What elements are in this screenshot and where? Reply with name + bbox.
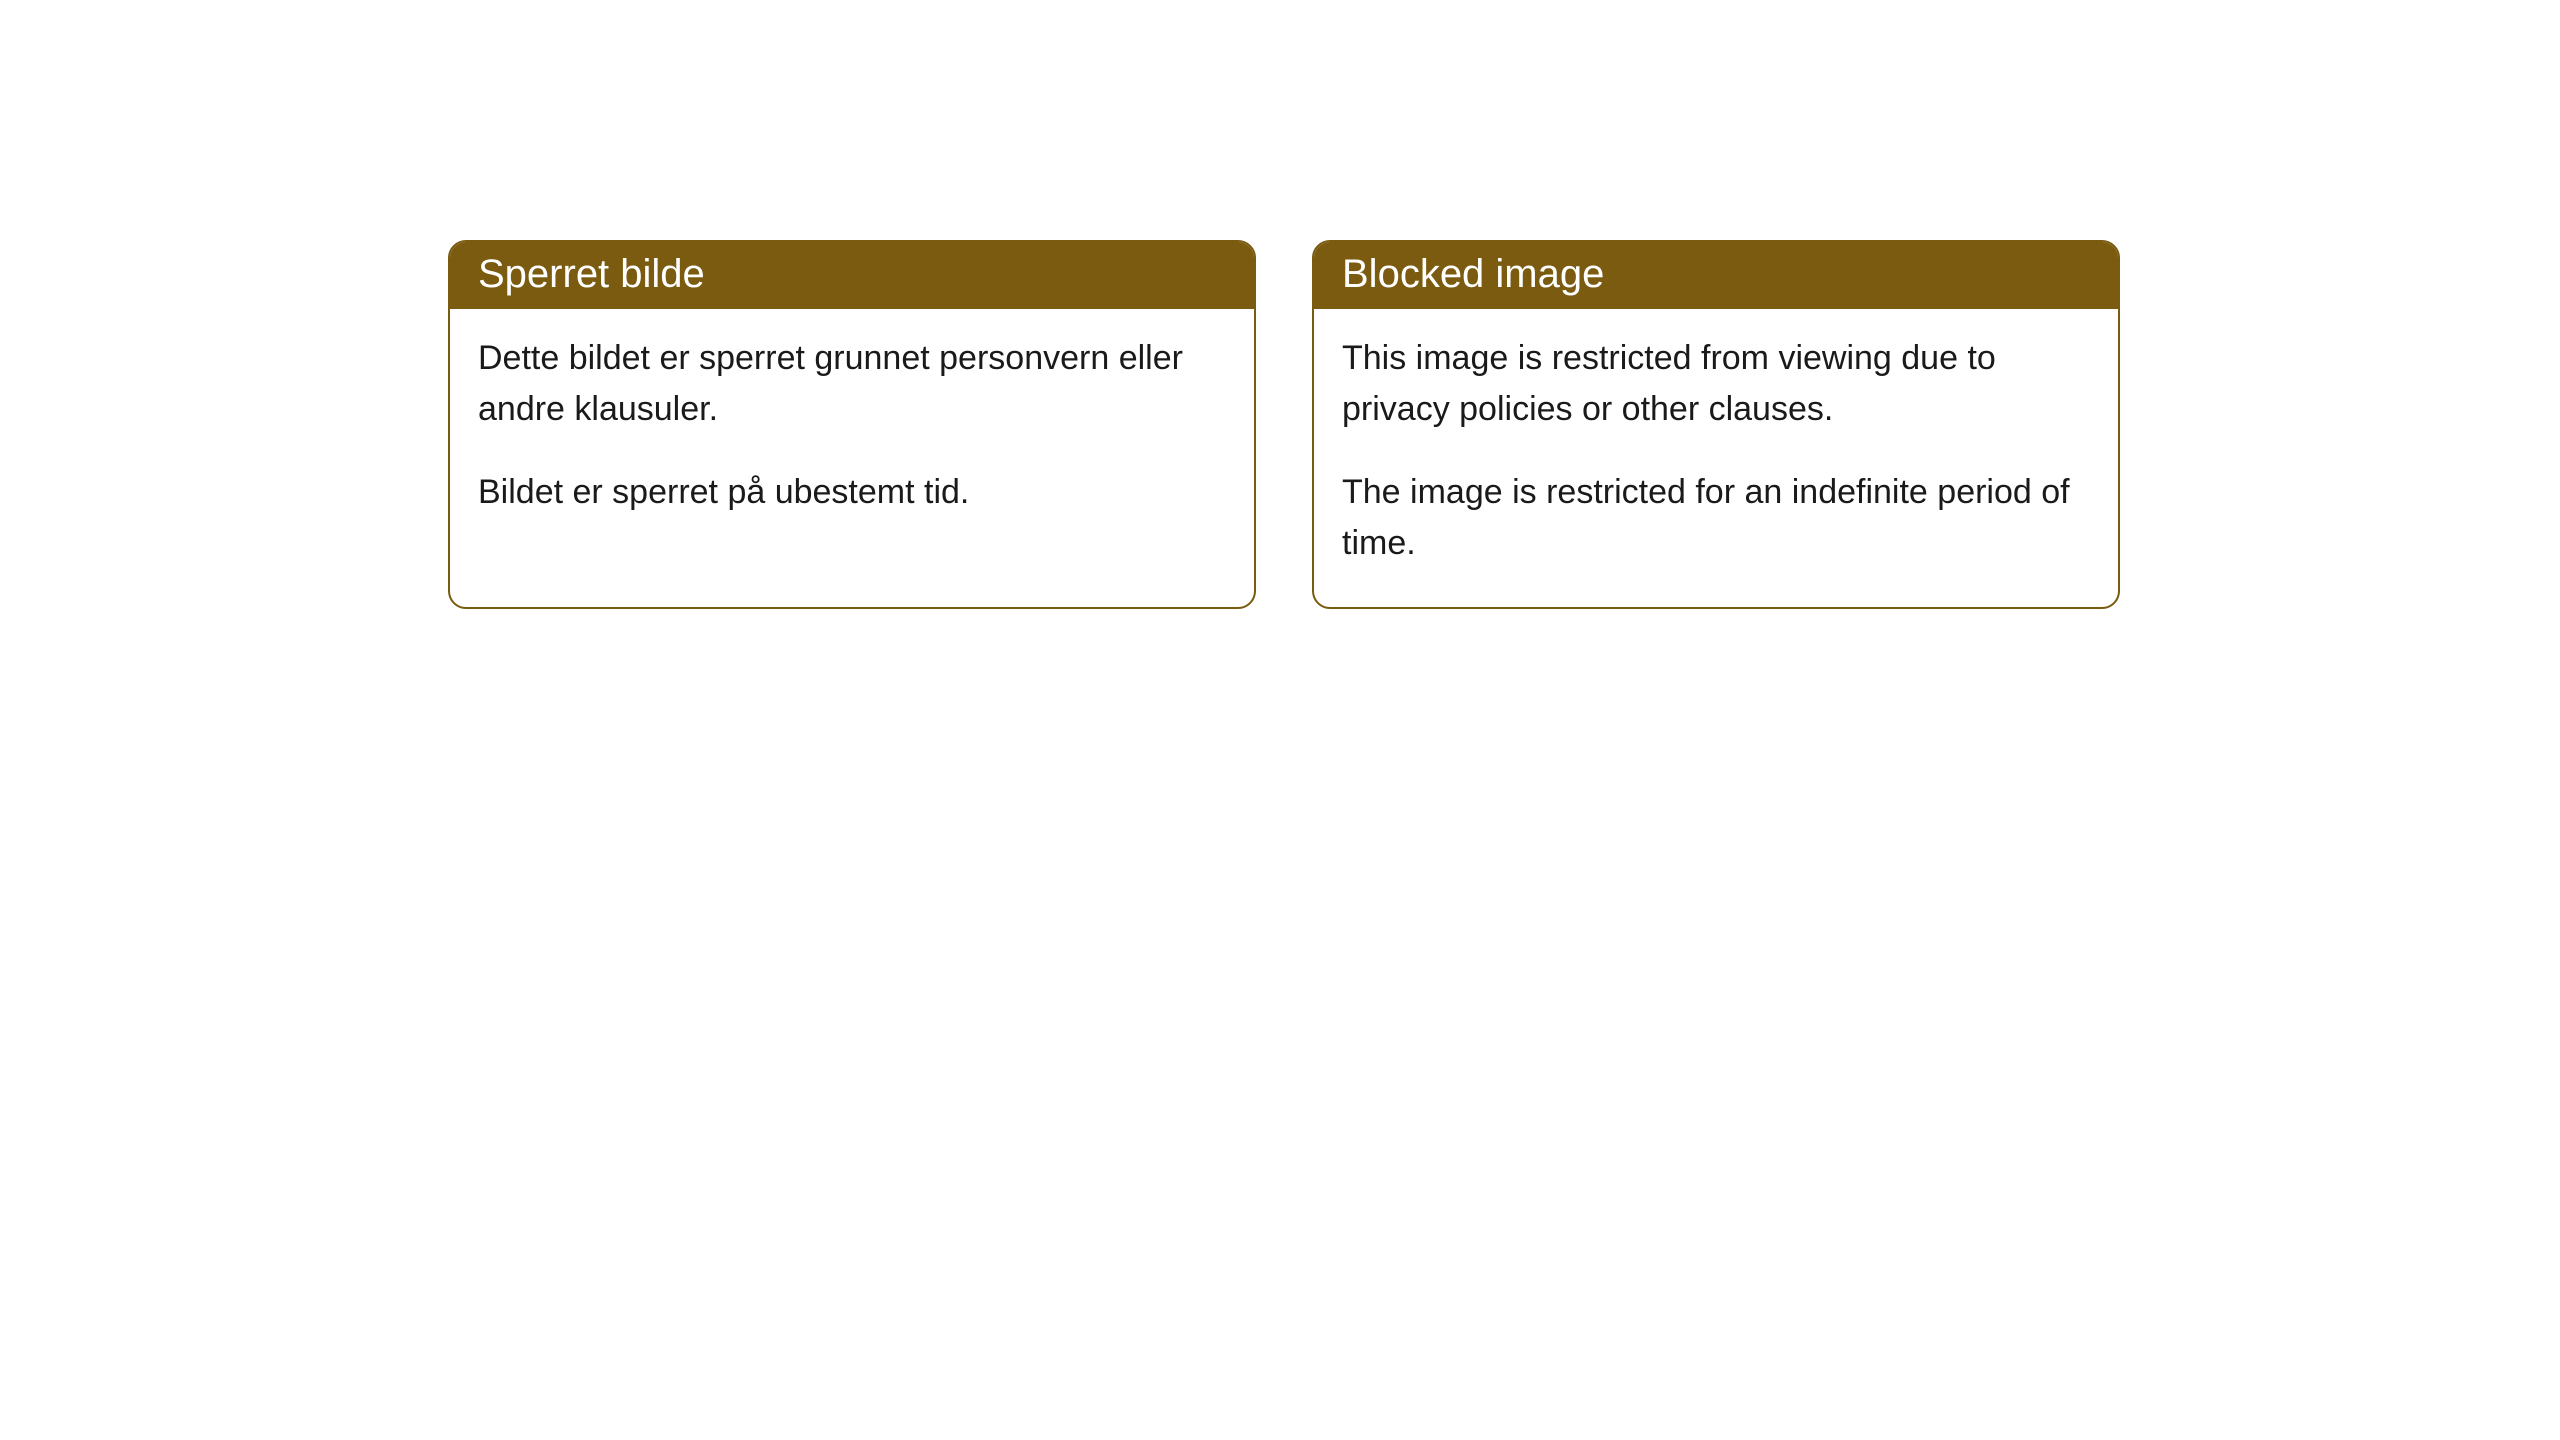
card-header: Blocked image — [1314, 242, 2118, 309]
card-body: Dette bildet er sperret grunnet personve… — [450, 309, 1254, 556]
card-header: Sperret bilde — [450, 242, 1254, 309]
card-paragraph: Dette bildet er sperret grunnet personve… — [478, 333, 1226, 435]
card-paragraph: This image is restricted from viewing du… — [1342, 333, 2090, 435]
notice-card-english: Blocked image This image is restricted f… — [1312, 240, 2120, 609]
card-body: This image is restricted from viewing du… — [1314, 309, 2118, 607]
notice-cards-container: Sperret bilde Dette bildet er sperret gr… — [0, 0, 2560, 609]
card-paragraph: Bildet er sperret på ubestemt tid. — [478, 467, 1226, 518]
notice-card-norwegian: Sperret bilde Dette bildet er sperret gr… — [448, 240, 1256, 609]
card-paragraph: The image is restricted for an indefinit… — [1342, 467, 2090, 569]
